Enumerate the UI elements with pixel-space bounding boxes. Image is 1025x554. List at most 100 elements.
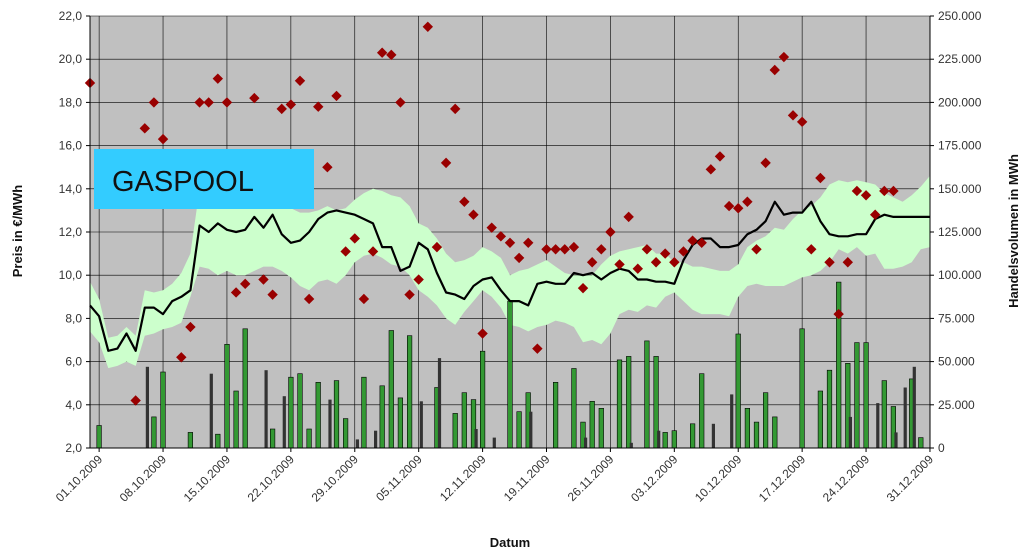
y-tick-label-left: 14,0 bbox=[59, 182, 83, 196]
x-tick-label: 03.12.2009 bbox=[628, 452, 681, 505]
marker-point bbox=[614, 259, 625, 270]
marker-point bbox=[477, 328, 488, 339]
marker-point bbox=[742, 196, 753, 207]
y-tick-label-left: 8,0 bbox=[65, 311, 82, 325]
marker-point bbox=[869, 209, 881, 220]
marker-point bbox=[285, 99, 297, 110]
y-tick-label-left: 20,0 bbox=[59, 52, 83, 66]
bar-dark bbox=[903, 387, 907, 448]
x-tick-label: 26.11.2009 bbox=[565, 452, 617, 504]
x-tick-label: 10.12.2009 bbox=[692, 452, 745, 505]
marker-point bbox=[851, 185, 863, 197]
bar-green bbox=[160, 371, 166, 449]
bar-dark bbox=[629, 442, 633, 448]
marker-point bbox=[605, 226, 616, 238]
y-tick-label-right: 25.000 bbox=[938, 398, 975, 412]
y-axis-right-ticks: 0 25.000 50.000 75.000 100.000 125.000 150.000… bbox=[930, 9, 982, 455]
bar-green bbox=[224, 343, 230, 449]
marker-point bbox=[751, 244, 762, 255]
bar-dark bbox=[209, 373, 213, 448]
marker-point bbox=[760, 157, 771, 169]
marker-point bbox=[294, 75, 306, 86]
bar-green bbox=[269, 428, 276, 449]
bar-dark bbox=[328, 399, 332, 448]
y-tick-label-right: 75.000 bbox=[938, 311, 975, 325]
marker-point bbox=[367, 246, 379, 257]
bar-green bbox=[671, 430, 677, 449]
bar-dark bbox=[282, 396, 286, 448]
label-box-text: GASPOOL bbox=[112, 166, 254, 198]
marker-point bbox=[440, 157, 452, 169]
bar-green bbox=[918, 437, 924, 449]
bar-green bbox=[799, 328, 805, 449]
marker-point bbox=[331, 90, 342, 102]
bar-dark bbox=[730, 394, 734, 448]
marker-point bbox=[194, 97, 205, 108]
bar-green bbox=[288, 376, 294, 449]
marker-point bbox=[523, 237, 534, 248]
bar-green bbox=[744, 407, 750, 449]
marker-point bbox=[459, 196, 470, 207]
marker-point bbox=[486, 222, 497, 233]
bar-green bbox=[361, 376, 367, 449]
marker-point bbox=[659, 248, 671, 259]
marker-point bbox=[395, 97, 406, 108]
marker-point bbox=[778, 51, 790, 63]
y-tick-label-right: 100.000 bbox=[938, 268, 982, 282]
marker-point bbox=[796, 116, 808, 128]
marker-point bbox=[815, 172, 826, 184]
marker-point bbox=[550, 244, 561, 255]
x-tick-label: 01.10.2009 bbox=[53, 452, 106, 505]
y-tick-label-left: 10,0 bbox=[59, 268, 83, 282]
x-tick-label: 19.11.2009 bbox=[501, 452, 553, 504]
series-line bbox=[89, 200, 930, 352]
marker-point bbox=[705, 164, 717, 175]
bar-green bbox=[315, 381, 321, 449]
marker-point bbox=[376, 47, 388, 58]
y-tick-label-right: 0 bbox=[938, 441, 945, 455]
marker-point bbox=[806, 244, 817, 255]
marker-point bbox=[723, 200, 735, 212]
marker-point bbox=[678, 246, 689, 257]
y-tick-label-right: 225.000 bbox=[938, 52, 982, 66]
y-tick-label-right: 250.000 bbox=[938, 9, 982, 23]
y-tick-label-left: 22,0 bbox=[59, 9, 83, 23]
marker-point bbox=[303, 293, 315, 305]
bar-green bbox=[863, 342, 869, 449]
bar-green bbox=[817, 390, 823, 449]
bar-dark bbox=[657, 430, 661, 448]
marker-point bbox=[596, 244, 607, 255]
marker-point bbox=[139, 123, 150, 134]
bar-dark bbox=[474, 429, 478, 448]
bar-green bbox=[836, 281, 842, 449]
marker-point bbox=[623, 211, 634, 223]
marker-point bbox=[386, 49, 397, 61]
marker-point bbox=[176, 352, 187, 363]
y-tick-label-right: 200.000 bbox=[938, 95, 982, 109]
bar-green bbox=[772, 416, 778, 449]
marker-point bbox=[504, 237, 516, 248]
marker-point bbox=[687, 235, 698, 246]
marker-point bbox=[842, 257, 853, 268]
series-band bbox=[90, 175, 930, 369]
marker-point bbox=[559, 244, 570, 255]
bar-green bbox=[626, 356, 632, 449]
bar-dark bbox=[374, 430, 378, 448]
marker-point bbox=[833, 308, 844, 320]
bar-green bbox=[306, 428, 312, 449]
y-tick-label-left: 18,0 bbox=[59, 95, 83, 109]
label-box: GASPOOL bbox=[94, 149, 314, 209]
marker-point bbox=[586, 257, 598, 268]
marker-point bbox=[203, 97, 214, 108]
bar-green bbox=[598, 407, 604, 449]
bar-dark bbox=[492, 437, 496, 448]
marker-point bbox=[240, 278, 251, 290]
marker-point bbox=[641, 244, 653, 255]
bar-green bbox=[854, 342, 860, 449]
bar-dark bbox=[419, 401, 423, 448]
x-tick-label: 05.11.2009 bbox=[373, 452, 425, 504]
marker-point bbox=[769, 64, 780, 76]
bar-dark bbox=[848, 416, 852, 448]
bar-green bbox=[452, 413, 458, 449]
